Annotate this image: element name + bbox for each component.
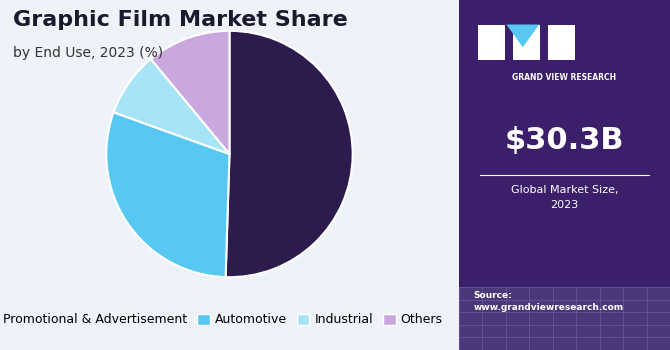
FancyBboxPatch shape bbox=[459, 287, 670, 350]
Text: Graphic Film Market Share: Graphic Film Market Share bbox=[13, 10, 348, 30]
FancyBboxPatch shape bbox=[547, 25, 575, 60]
Legend: Promotional & Advertisement, Automotive, Industrial, Others: Promotional & Advertisement, Automotive,… bbox=[0, 313, 442, 327]
Text: Global Market Size,
2023: Global Market Size, 2023 bbox=[511, 186, 618, 210]
FancyBboxPatch shape bbox=[459, 0, 670, 350]
Wedge shape bbox=[113, 59, 229, 154]
Wedge shape bbox=[151, 31, 230, 154]
Polygon shape bbox=[507, 25, 539, 47]
Wedge shape bbox=[226, 31, 352, 277]
Text: GRAND VIEW RESEARCH: GRAND VIEW RESEARCH bbox=[513, 74, 616, 83]
Text: Source:
www.grandviewresearch.com: Source: www.grandviewresearch.com bbox=[474, 290, 624, 312]
FancyBboxPatch shape bbox=[478, 25, 505, 60]
Wedge shape bbox=[107, 112, 229, 277]
Text: by End Use, 2023 (%): by End Use, 2023 (%) bbox=[13, 46, 163, 60]
FancyBboxPatch shape bbox=[513, 25, 540, 60]
Text: $30.3B: $30.3B bbox=[505, 126, 624, 154]
